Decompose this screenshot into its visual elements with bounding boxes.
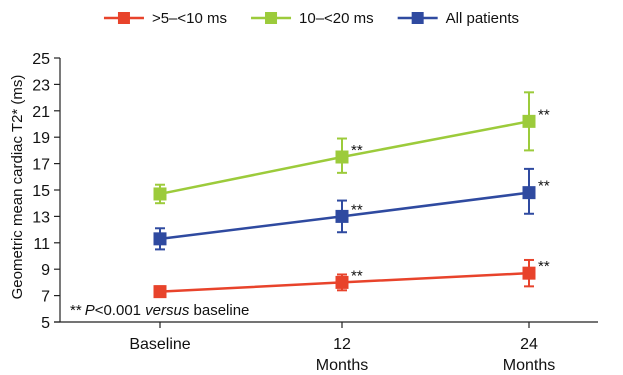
data-point (522, 114, 536, 128)
y-tick-label: 23 (32, 77, 50, 94)
significance-annotation: ** (351, 267, 363, 284)
series: ** ** (153, 167, 550, 251)
x-tick-label-line: Months (503, 357, 555, 374)
significance-annotation: ** (538, 258, 550, 275)
y-tick-label: 21 (32, 104, 50, 121)
x-tick-label-line: 24 (520, 336, 538, 353)
legend-marker-square (411, 12, 424, 24)
x-tick-label-line: Baseline (129, 336, 190, 353)
x-tick-label-line: 12 (333, 336, 351, 353)
significance-annotation: ** (351, 142, 363, 159)
series: ** ** (153, 91, 550, 205)
y-tick-label: 9 (41, 262, 50, 279)
y-tick-label: 15 (32, 183, 50, 200)
plot-area: ** ** ** ** ** ** (153, 91, 550, 299)
series: ** ** (153, 258, 550, 299)
data-point (153, 187, 167, 201)
x-tick-label: 24 Months (503, 336, 555, 374)
legend-item: >5–<10 ms (103, 10, 227, 27)
y-tick-label: 17 (32, 157, 50, 174)
y-ticks: 5 7 9 11 13 15 17 19 21 23 25 (32, 51, 60, 332)
data-point (153, 232, 167, 246)
footnote-tail: baseline (189, 302, 249, 319)
data-point (335, 150, 349, 164)
legend-marker-square (265, 12, 278, 24)
y-tick-label: 11 (33, 236, 50, 253)
data-point (335, 275, 349, 289)
significance-annotation: ** (351, 201, 363, 218)
x-tick-label: Baseline (129, 336, 190, 353)
legend-label: >5–<10 ms (152, 10, 227, 27)
footnote-p: P (85, 302, 95, 319)
legend-item: All patients (397, 10, 519, 27)
footnote-stars: ** (70, 302, 82, 319)
y-tick-label: 7 (41, 289, 50, 306)
footnote-threshold: <0.001 (95, 302, 145, 319)
legend-item: 10–<20 ms (251, 10, 374, 27)
data-point (153, 285, 167, 299)
y-axis-label: Geometric mean cardiac T2* (ms) (9, 75, 26, 300)
significance-annotation: ** (538, 106, 550, 123)
x-ticks: Baseline 12 Months 24 Months (129, 322, 555, 374)
y-tick-label: 19 (32, 130, 50, 147)
footnote-versus: versus (145, 302, 190, 319)
y-tick-label: 13 (32, 209, 50, 226)
x-tick-label: 12 Months (316, 336, 368, 374)
x-tick-label-line: Months (316, 357, 368, 374)
y-tick-label: 5 (41, 315, 50, 332)
data-point (522, 186, 536, 200)
legend-label: 10–<20 ms (299, 10, 374, 27)
y-tick-label: 25 (32, 51, 50, 68)
footnote: ** P<0.001 versus baseline (70, 302, 249, 319)
legend-label: All patients (446, 10, 519, 27)
significance-annotation: ** (538, 178, 550, 195)
data-point (522, 266, 536, 280)
legend: >5–<10 ms 10–<20 ms All patients (103, 10, 519, 27)
data-point (335, 209, 349, 223)
legend-marker-square (117, 12, 130, 24)
